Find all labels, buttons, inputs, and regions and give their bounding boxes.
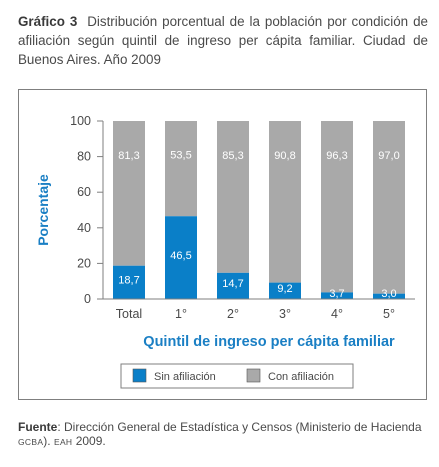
bar-con-afiliacion [269, 121, 301, 283]
bar-con-afiliacion [321, 121, 353, 293]
bar-label-sin-afiliacion: 46,5 [170, 250, 191, 262]
bar-con-afiliacion [373, 121, 405, 294]
bar-label-sin-afiliacion: 3,0 [381, 288, 396, 300]
bar-label-con-afiliacion: 90,8 [274, 150, 295, 162]
y-tick-label: 20 [77, 256, 91, 270]
bar-sin-afiliacion [269, 282, 301, 299]
bar-label-con-afiliacion: 85,3 [222, 150, 243, 162]
bar-label-sin-afiliacion: 14,7 [222, 278, 243, 290]
y-tick-label: 40 [77, 221, 91, 235]
source-gcba: GCBA [18, 437, 44, 447]
bar-sin-afiliacion [113, 265, 145, 299]
y-tick-label: 0 [84, 292, 91, 306]
y-tick-label: 60 [77, 185, 91, 199]
x-tick-label: Total [116, 307, 142, 321]
bar-sin-afiliacion [217, 272, 249, 299]
legend-box [120, 363, 354, 389]
legend-swatch-sin-afiliacion [132, 368, 147, 383]
legend-label-con-afiliacion: Con afiliación [268, 371, 334, 383]
legend-swatch-con-afiliacion [246, 368, 261, 383]
bar-sin-afiliacion [321, 292, 353, 299]
x-axis-label: Quintil de ingreso per cápita familiar [143, 334, 395, 350]
chart-number: Gráfico 3 [18, 14, 78, 29]
y-tick-label: 80 [77, 150, 91, 164]
x-tick-label: 5° [383, 307, 395, 321]
x-tick-label: 4° [331, 307, 343, 321]
y-tick-label: 100 [70, 114, 91, 128]
bar-label-con-afiliacion: 53,5 [170, 150, 191, 162]
x-tick-label: 2° [227, 307, 239, 321]
bar-con-afiliacion [113, 121, 145, 266]
source-label: Fuente [18, 420, 58, 434]
chart-title: Gráfico 3 Distribución porcentual de la … [18, 12, 428, 69]
source-note: Fuente: Dirección General de Estadística… [18, 420, 430, 449]
bar-con-afiliacion [217, 121, 249, 273]
y-axis-label: Porcentaje [35, 174, 51, 246]
stacked-bar-chart: 0 20 40 60 80 100 Porcentaje 81,3 18,7 Total 53,5 4… [35, 114, 415, 389]
source-text-a: : Dirección General de Estadística y Cen… [57, 420, 422, 434]
x-tick-label: 3° [279, 307, 291, 321]
bar-label-con-afiliacion: 97,0 [378, 150, 399, 162]
bar-label-con-afiliacion: 96,3 [326, 150, 347, 162]
legend-label-sin-afiliacion: Sin afiliación [154, 371, 216, 383]
bar-sin-afiliacion [373, 293, 405, 299]
bar-con-afiliacion [165, 121, 197, 217]
bar-label-sin-afiliacion: 3,7 [329, 288, 344, 300]
source-text-c: 2009. [72, 434, 106, 448]
bar-label-sin-afiliacion: 18,7 [118, 275, 139, 287]
bar-sin-afiliacion [165, 216, 197, 299]
x-tick-label: 1° [175, 307, 187, 321]
chart-title-text: Distribución porcentual de la población … [18, 14, 428, 67]
bar-label-sin-afiliacion: 9,2 [277, 283, 292, 295]
source-text-b: ). [43, 434, 54, 448]
source-eah: EAH [53, 437, 73, 447]
chart-frame: 0 20 40 60 80 100 Porcentaje 81,3 18,7 Total 53,5 4… [18, 89, 427, 400]
bar-label-con-afiliacion: 81,3 [118, 150, 139, 162]
